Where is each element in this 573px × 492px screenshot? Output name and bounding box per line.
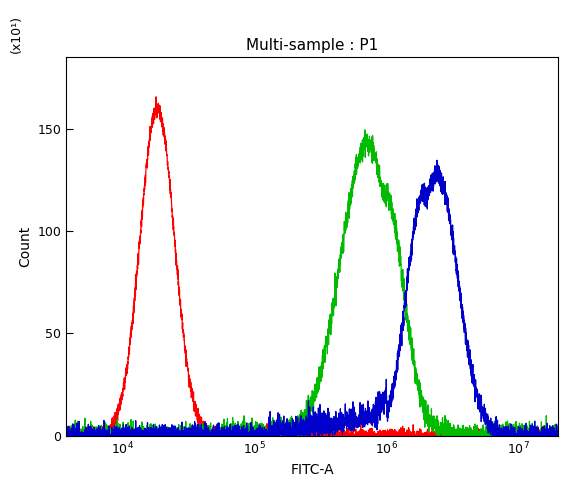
X-axis label: FITC-A: FITC-A (290, 463, 334, 477)
Title: Multi-sample : P1: Multi-sample : P1 (246, 38, 378, 53)
Y-axis label: Count: Count (18, 226, 32, 267)
Text: (x10¹): (x10¹) (10, 15, 22, 53)
